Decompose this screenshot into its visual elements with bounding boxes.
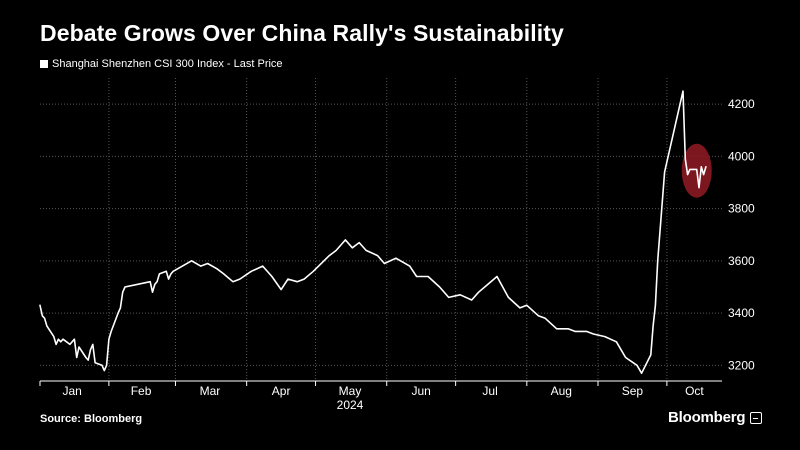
x-tick-label: Feb [131, 384, 152, 398]
legend: Shanghai Shenzhen CSI 300 Index - Last P… [40, 58, 283, 70]
x-tick-label: Apr [272, 384, 291, 398]
legend-label: Shanghai Shenzhen CSI 300 Index - Last P… [52, 58, 283, 70]
chat-icon [750, 411, 763, 424]
y-tick-label: 3200 [728, 358, 755, 372]
chart-title: Debate Grows Over China Rally's Sustaina… [40, 20, 564, 46]
brand-name: Bloomberg [668, 409, 746, 426]
brand-logo: Bloomberg [668, 409, 763, 426]
x-axis-year-label: 2024 [337, 398, 364, 412]
x-tick-label: Sep [622, 384, 644, 398]
x-tick-label: Aug [551, 384, 572, 398]
x-tick-label: Jun [412, 384, 431, 398]
y-tick-label: 3800 [728, 202, 755, 216]
y-tick-label: 3400 [728, 306, 755, 320]
series-line [39, 90, 707, 375]
y-tick-label: 4200 [728, 97, 755, 111]
x-tick-label: Mar [200, 384, 221, 398]
source-note: Source: Bloomberg [40, 413, 143, 425]
legend-swatch [40, 60, 48, 68]
x-tick-label: Oct [685, 384, 704, 398]
y-tick-label: 3600 [728, 254, 755, 268]
x-tick-label: Jul [482, 384, 497, 398]
x-tick-label: Jan [62, 384, 81, 398]
y-tick-label: 4000 [728, 149, 755, 163]
x-tick-label: May [339, 384, 362, 398]
